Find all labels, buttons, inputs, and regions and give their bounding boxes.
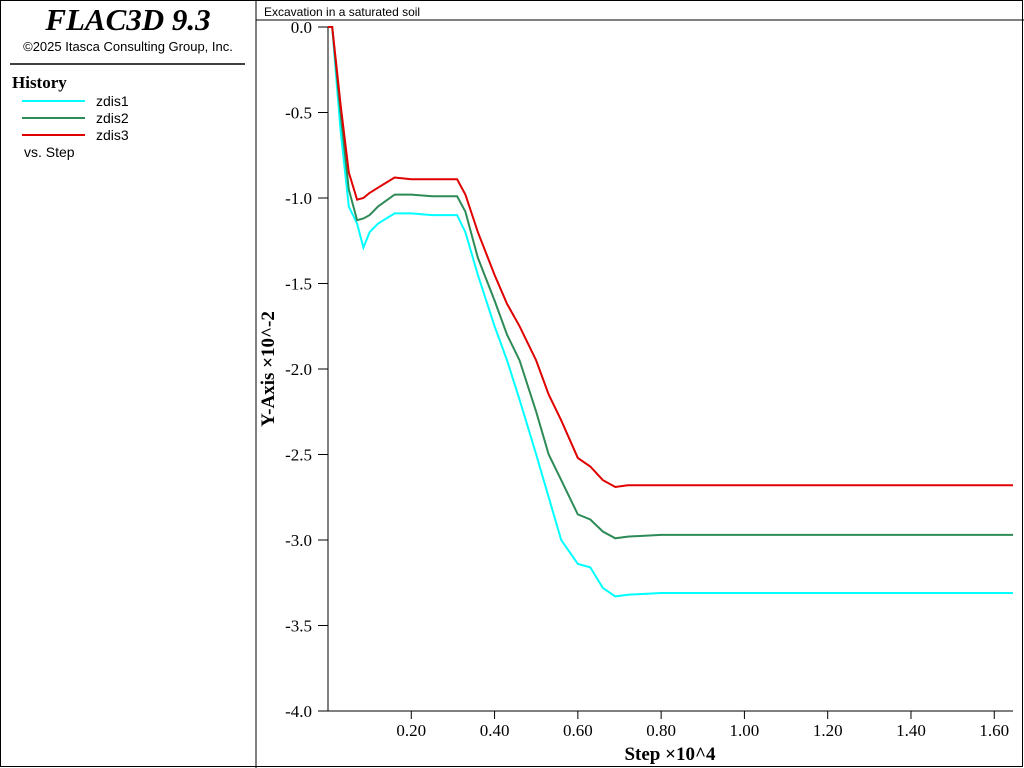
y-tick-label: -1.5: [285, 275, 312, 294]
y-tick-label: -2.0: [285, 360, 312, 379]
legend-label: zdis3: [96, 127, 129, 143]
legend-title: History: [12, 73, 67, 92]
y-tick-label: -3.0: [285, 531, 312, 550]
versus: vs. Step: [24, 144, 75, 160]
y-tick-label: -3.5: [285, 617, 312, 636]
x-tick-label: 0.40: [480, 721, 510, 740]
x-axis-label: Step ×10^4: [624, 744, 716, 765]
series-line: [328, 26, 1013, 489]
x-tick-label: 0.60: [563, 721, 593, 740]
y-tick-label: -0.5: [285, 104, 312, 123]
x-tick-label: 1.60: [979, 721, 1009, 740]
copyright: ©2025 Itasca Consulting Group, Inc.: [23, 39, 233, 54]
x-tick-label: 1.40: [896, 721, 926, 740]
product: FLAC3D 9.3: [44, 2, 210, 37]
legend-label: zdis2: [96, 110, 129, 126]
series-line: [328, 26, 1013, 540]
series-line: [328, 26, 1013, 598]
y-tick-label: -1.0: [285, 189, 312, 208]
chart-title: Excavation in a saturated soil: [264, 5, 420, 19]
x-tick-label: 0.80: [646, 721, 676, 740]
x-tick-label: 1.00: [730, 721, 760, 740]
y-axis-label: Y-Axis ×10^-2: [258, 311, 279, 427]
legend-label: zdis1: [96, 93, 129, 109]
x-tick-label: 0.20: [396, 721, 426, 740]
y-tick-label: 0.0: [291, 18, 312, 37]
x-tick-label: 1.20: [813, 721, 843, 740]
y-tick-label: -4.0: [285, 702, 312, 721]
y-tick-label: -2.5: [285, 446, 312, 465]
